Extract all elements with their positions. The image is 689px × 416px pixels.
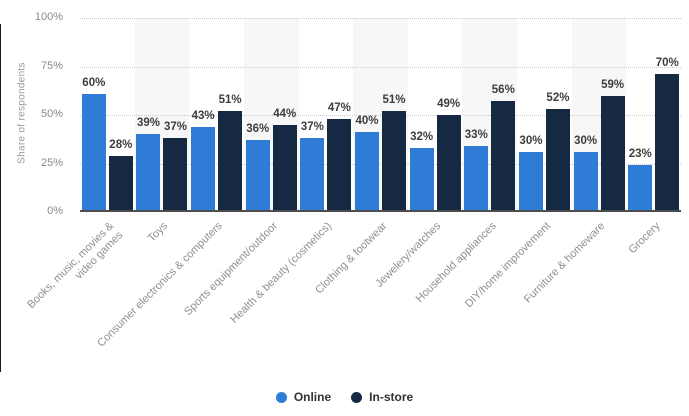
bar-value-label: 43%: [191, 109, 215, 122]
gridline: [80, 115, 681, 116]
gridline: [80, 66, 681, 68]
y-tick-label: 50%: [40, 108, 63, 120]
bar-online[interactable]: 30%: [518, 135, 543, 210]
bar-value-label: 40%: [355, 115, 379, 128]
bar-value-label: 70%: [655, 57, 679, 70]
category-label: Sports equipment/outdoor: [181, 220, 280, 319]
bar-value-label: 52%: [546, 92, 570, 105]
plot-area: 60% 28% Books, music, movies & video games…: [25, 18, 681, 350]
bar-value-label: 37%: [300, 121, 324, 134]
legend-item-instore[interactable]: In-store: [351, 390, 413, 404]
bar-value-label: 33%: [464, 128, 488, 141]
bar-value-label: 30%: [574, 134, 598, 147]
bar-value-label: 56%: [491, 84, 515, 97]
bar-instore[interactable]: 56%: [491, 84, 516, 210]
bar-instore[interactable]: 59%: [600, 79, 625, 210]
bar-value-label: 39%: [136, 117, 160, 130]
bar-online[interactable]: 30%: [573, 135, 598, 210]
category-group: 39% 37% Toys: [135, 18, 190, 244]
y-tick-label: 75%: [40, 59, 63, 72]
bar-value-label: 59%: [601, 78, 625, 91]
category-label: Books, music, movies & video games: [24, 220, 126, 312]
bar-value-label: 49%: [437, 97, 461, 110]
bar-value-label: 36%: [246, 123, 270, 136]
legend-label: In-store: [369, 390, 414, 404]
bar-online[interactable]: 60%: [81, 77, 106, 210]
category-group: 23% 70% Grocery: [626, 18, 681, 256]
bar-online[interactable]: 33%: [464, 129, 489, 210]
bar-instore[interactable]: 47%: [327, 102, 352, 210]
y-tick-label: 0%: [47, 205, 63, 217]
bar-instore[interactable]: 70%: [655, 57, 680, 210]
bar-value-label: 60%: [82, 76, 106, 89]
bar-value-label: 32%: [410, 130, 434, 143]
legend-dot: [351, 391, 363, 403]
bar-instore[interactable]: 28%: [108, 139, 133, 210]
bar-instore[interactable]: 51%: [218, 94, 243, 210]
category-group: 32% 49% Jewelery/watches: [374, 18, 463, 290]
bar-instore[interactable]: 51%: [382, 94, 407, 210]
bar-instore[interactable]: 52%: [545, 92, 570, 210]
category-group: 60% 28% Books, music, movies & video games: [25, 18, 135, 311]
bar-online[interactable]: 37%: [300, 121, 325, 210]
bar-instore[interactable]: 49%: [436, 98, 461, 210]
bar-online[interactable]: 43%: [191, 110, 216, 210]
bar-value-label: 47%: [327, 101, 351, 114]
category-group: 37% 47% Health & beauty (cosmetics): [229, 18, 354, 326]
y-tick-label: 100%: [34, 11, 63, 23]
legend-item-online[interactable]: Online: [275, 390, 332, 404]
legend: Online In-store: [0, 390, 689, 404]
bar-value-label: 23%: [628, 148, 652, 161]
gridline: [80, 163, 681, 165]
category-label: Grocery: [626, 220, 663, 257]
bar-value-label: 51%: [382, 94, 406, 107]
y-axis-ticks: 0% 25% 50% 75% 100%: [0, 11, 72, 217]
bar-instore[interactable]: 44%: [272, 108, 297, 210]
bar-value-label: 51%: [218, 94, 242, 107]
bar-online[interactable]: 39%: [136, 117, 161, 210]
legend-label: Online: [293, 390, 332, 404]
category-group: 30% 59% Furniture & homeware: [522, 18, 627, 305]
category-group: 33% 56% Household appliances: [413, 18, 517, 305]
gridline: [80, 18, 681, 19]
bar-online[interactable]: 32%: [409, 131, 434, 210]
category-group: 43% 51% Consumer electronics & computers: [96, 18, 244, 350]
bar-value-label: 44%: [273, 107, 297, 120]
category-group: 30% 52% DIY/home improvement: [463, 18, 572, 310]
bar-value-label: 28%: [109, 138, 133, 151]
category-label: Health & beauty (cosmetics): [228, 220, 335, 326]
category-group: 40% 51% Clothing & footwear: [313, 18, 408, 296]
bar-instore[interactable]: 37%: [163, 121, 188, 210]
y-tick-label: 25%: [40, 156, 63, 169]
bar-value-label: 37%: [163, 121, 187, 134]
legend-dot: [275, 391, 287, 403]
bar-online[interactable]: 40%: [355, 115, 380, 210]
bar-groups: 60% 28% Books, music, movies & video games…: [25, 18, 681, 350]
bar-value-label: 30%: [519, 134, 543, 147]
category-label: Toys: [145, 220, 171, 245]
category-group: 36% 44% Sports equipment/outdoor: [182, 18, 299, 318]
bar-online[interactable]: 23%: [628, 148, 653, 210]
left-edge-line: [0, 24, 1, 372]
bar-online[interactable]: 36%: [245, 123, 270, 210]
